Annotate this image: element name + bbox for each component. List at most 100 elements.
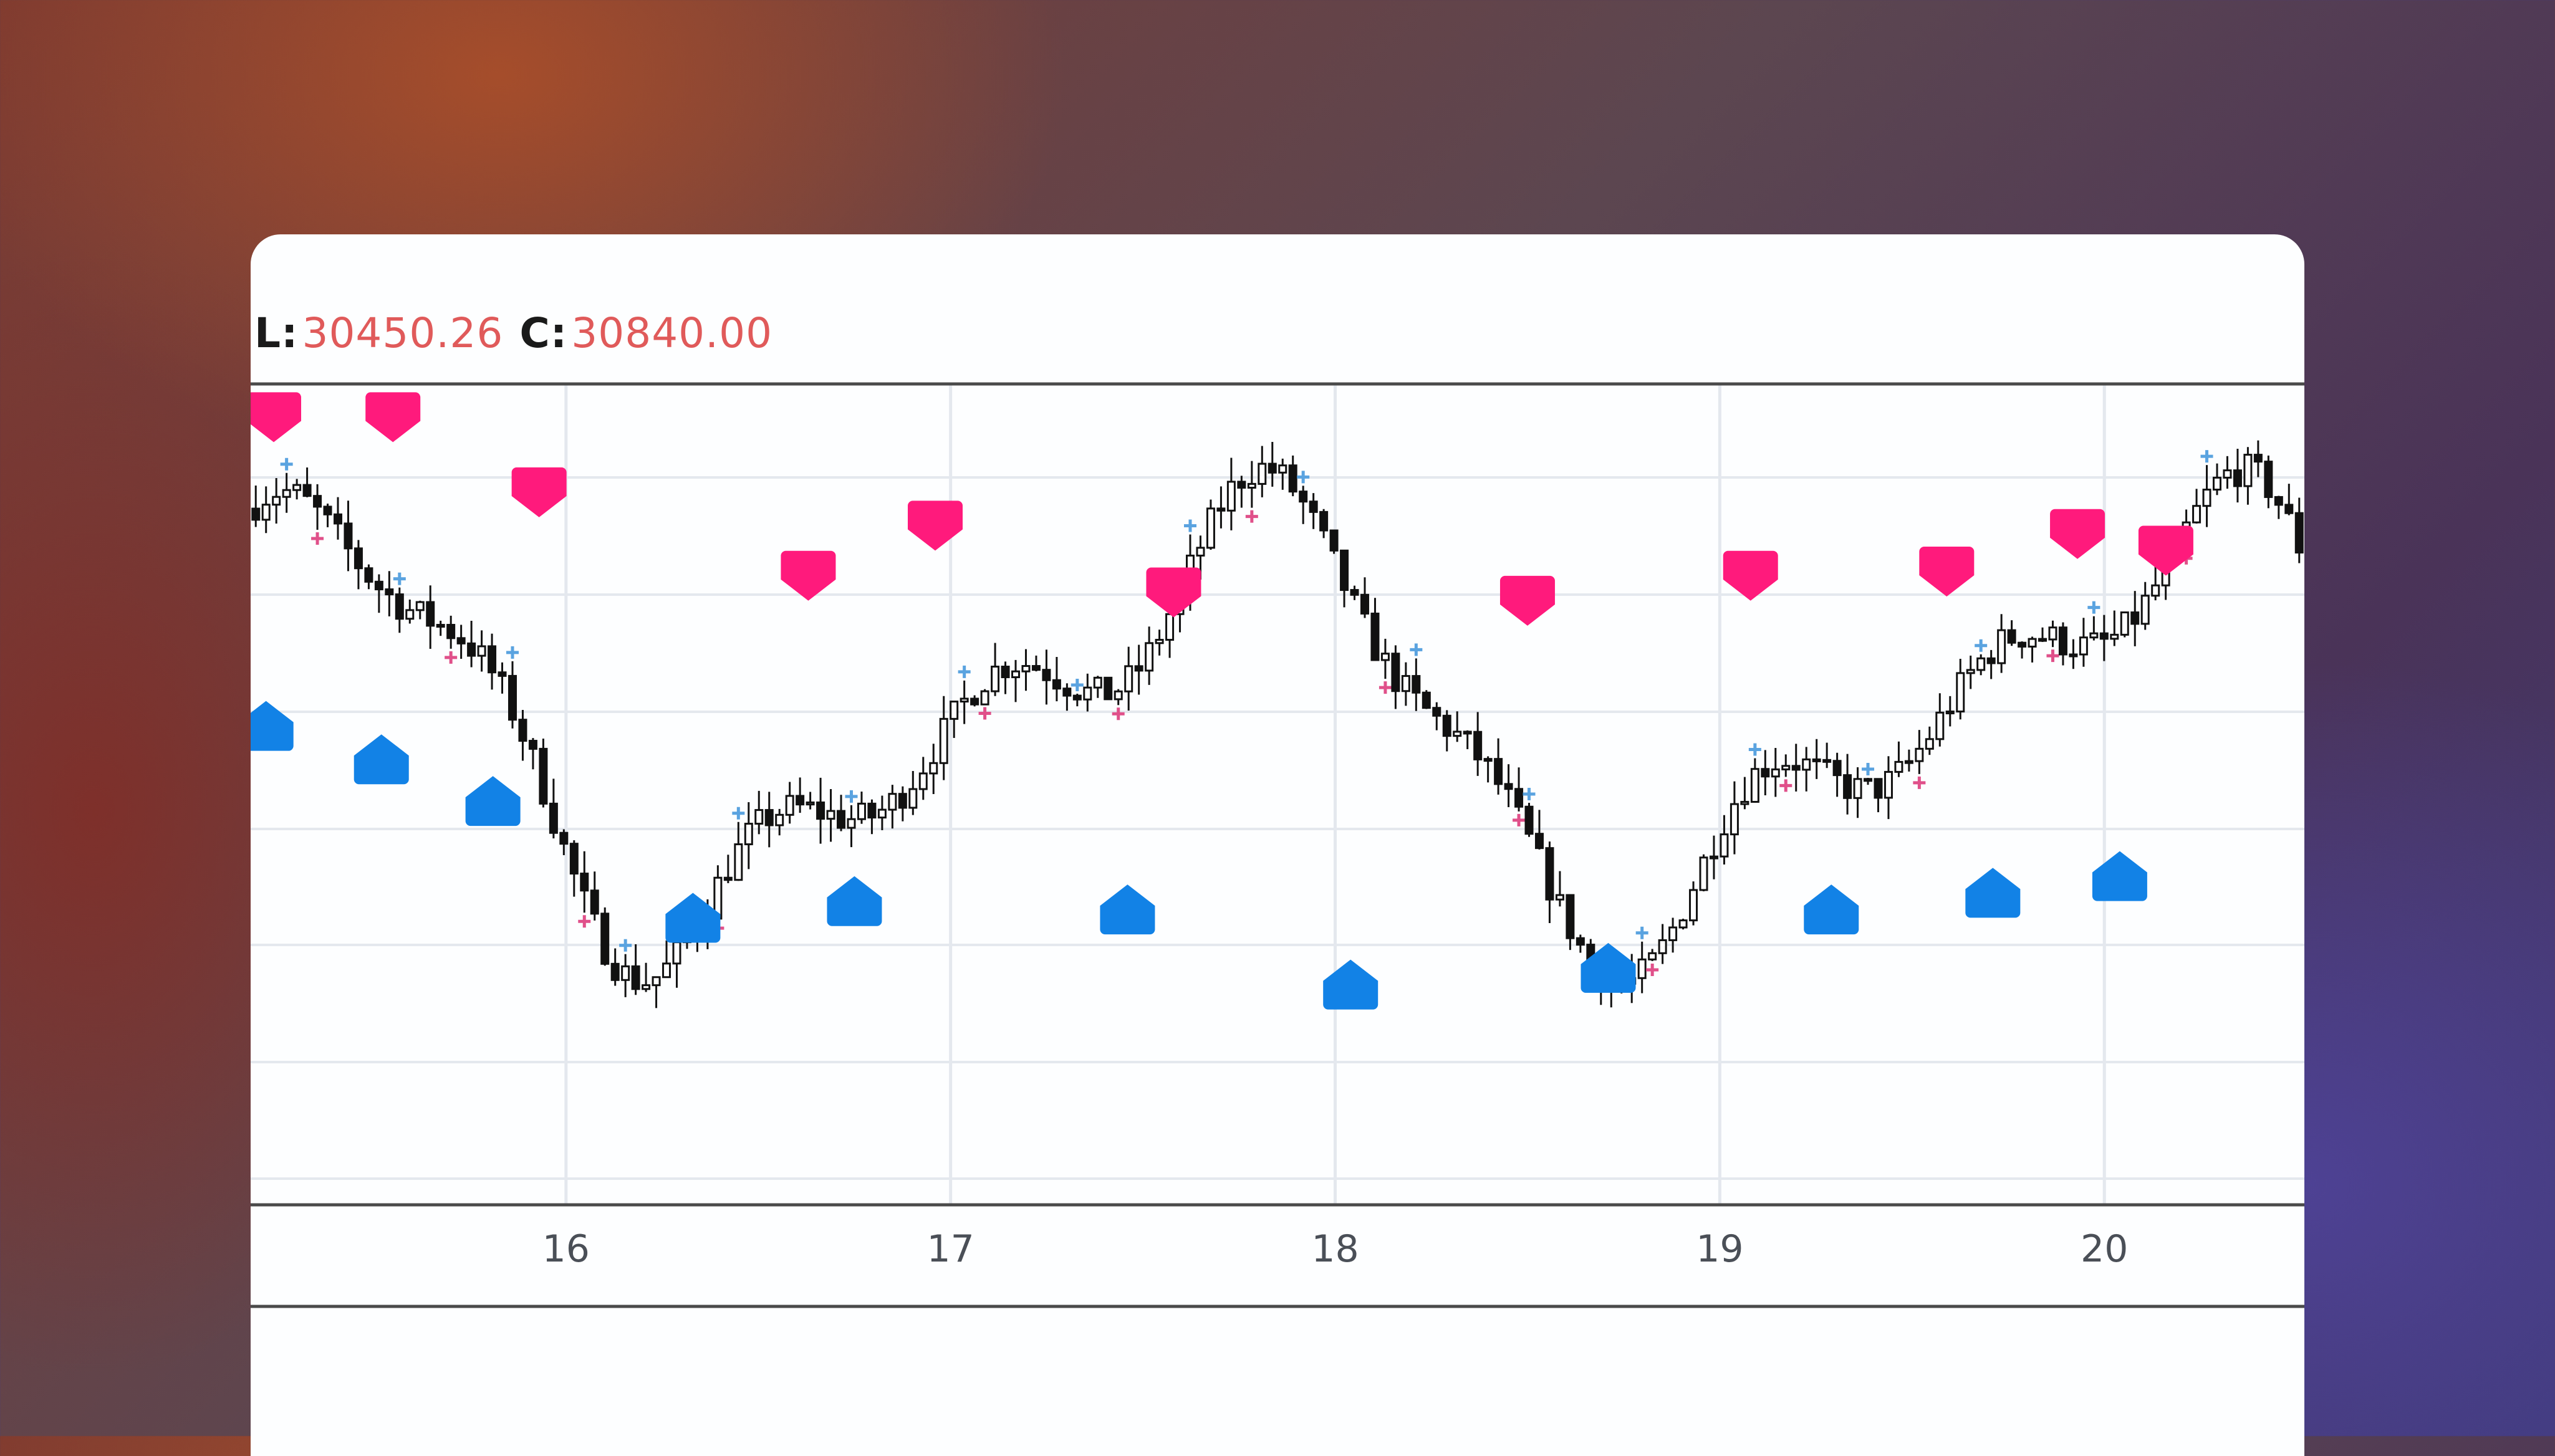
candle-up — [405, 609, 415, 620]
plus-marker-down — [978, 707, 991, 720]
candle-up — [1165, 613, 1175, 641]
candle-up — [2151, 584, 2160, 597]
candle-down — [2069, 653, 2078, 658]
buy-signal-marker — [354, 734, 409, 785]
candle-down — [1072, 694, 1082, 701]
candle-up — [918, 772, 928, 790]
candle-down — [1822, 759, 1832, 763]
sell-signal-marker — [251, 392, 302, 443]
plus-marker-up — [1297, 471, 1310, 484]
time-axis: 16 17 18 19 20 — [542, 1227, 2129, 1271]
candle-up — [908, 788, 918, 809]
candle-down — [374, 580, 383, 591]
candle-down — [2233, 469, 2242, 487]
candle-down — [796, 795, 805, 806]
plus-marker-down — [311, 532, 324, 545]
candle-up — [1945, 711, 1955, 715]
candle-down — [1031, 665, 1041, 671]
candle-up — [1925, 738, 1934, 750]
candle-up — [806, 801, 815, 806]
chart-panel: L: 30450.26 C: 30840.00 16 17 18 19 20 — [251, 234, 2304, 1456]
candle-down — [610, 962, 620, 981]
candle-up — [888, 793, 897, 811]
candle-down — [2274, 496, 2283, 506]
candle-up — [2243, 454, 2253, 487]
candle-down — [1514, 788, 1524, 808]
candle-down — [518, 719, 527, 742]
candle-down — [395, 593, 404, 620]
candle-up — [1226, 481, 1236, 512]
candle-down — [2130, 611, 2140, 625]
plus-marker-up — [2200, 450, 2213, 463]
candle-down — [1216, 507, 1226, 512]
candle-up — [1206, 507, 1215, 549]
plus-marker-down — [1112, 707, 1125, 721]
candle-down — [1001, 666, 1010, 679]
candle-up — [477, 645, 486, 657]
candle-up — [1155, 639, 1164, 644]
candle-down — [631, 965, 640, 990]
candle-up — [1956, 672, 1965, 713]
low-value: 30450.26 — [302, 309, 504, 357]
sell-signal-marker — [781, 550, 836, 601]
buy-signal-marker — [1100, 884, 1155, 935]
candle-down — [1309, 501, 1318, 513]
candle-down — [1360, 593, 1369, 615]
candle-up — [1668, 926, 1678, 941]
plus-marker-up — [393, 572, 406, 585]
candle-down — [1329, 529, 1339, 552]
candle-down — [549, 802, 558, 834]
sell-signal-marker — [1146, 567, 1201, 618]
candle-up — [2079, 636, 2088, 656]
candle-up — [272, 496, 281, 506]
candle-down — [1986, 657, 1996, 664]
candle-up — [1894, 760, 1903, 773]
candle-up — [991, 666, 1000, 692]
candle-up — [1278, 464, 1287, 474]
candle-up — [1720, 833, 1729, 858]
candle-up — [436, 624, 445, 628]
close-label: C: — [519, 309, 568, 357]
candle-up — [1904, 760, 1913, 764]
candle-down — [2038, 638, 2047, 642]
candle-up — [2213, 476, 2222, 491]
candle-down — [1463, 730, 1472, 735]
candle-up — [1555, 894, 1564, 901]
candle-down — [569, 843, 579, 875]
candle-down — [488, 645, 497, 674]
sell-signal-marker — [1723, 550, 1778, 601]
candle-down — [590, 889, 599, 915]
plus-marker-down — [1913, 776, 1926, 789]
candle-up — [857, 802, 866, 820]
candle-up — [734, 843, 743, 881]
candle-up — [785, 795, 794, 816]
candle-up — [950, 701, 959, 720]
candle-up — [2140, 595, 2150, 625]
candle-down — [313, 495, 322, 508]
signal-markers — [251, 392, 2193, 1010]
candle-up — [2120, 611, 2129, 636]
plus-marker-up — [1410, 643, 1423, 656]
candle-up — [662, 962, 671, 979]
sell-signal-marker — [908, 501, 963, 551]
candle-up — [826, 810, 835, 820]
candle-up — [960, 697, 969, 703]
candle-up — [847, 818, 856, 829]
candle-down — [1412, 675, 1421, 694]
candle-down — [1494, 758, 1503, 785]
candlestick-chart[interactable]: 16 17 18 19 20 — [251, 234, 2304, 1456]
buy-signal-marker — [1804, 884, 1859, 935]
plus-marker-down — [1646, 963, 1659, 976]
candle-down — [1524, 805, 1534, 835]
candle-down — [2058, 626, 2067, 656]
sell-signal-marker — [2050, 509, 2105, 559]
candle-down — [1350, 589, 1359, 596]
candle-down — [2007, 629, 2016, 644]
close-value: 30840.00 — [571, 309, 773, 357]
candle-down — [2253, 454, 2263, 463]
candle-up — [1740, 800, 1749, 805]
x-tick-label: 19 — [1696, 1227, 1743, 1271]
x-tick-label: 16 — [542, 1227, 590, 1271]
plus-marker-down — [1513, 813, 1526, 826]
candle-up — [929, 762, 938, 775]
